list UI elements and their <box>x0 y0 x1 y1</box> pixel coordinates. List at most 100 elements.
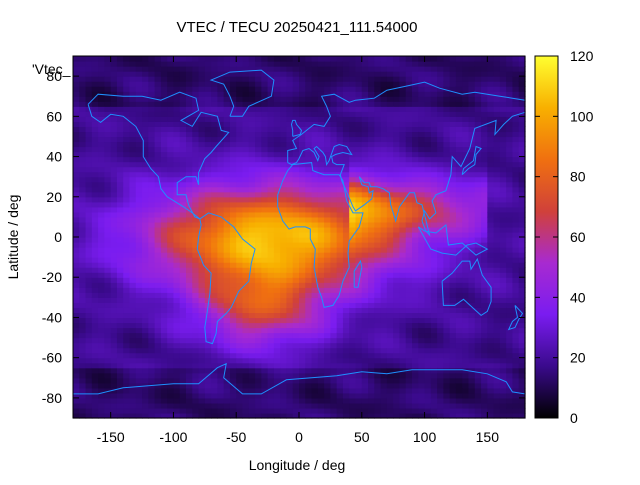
heatmap-cell <box>261 226 269 233</box>
heatmap-cell <box>142 146 149 153</box>
heatmap-cell <box>73 317 80 324</box>
heatmap-cell <box>135 81 143 87</box>
heatmap-cell <box>160 362 168 369</box>
heatmap-cell <box>123 292 131 298</box>
heatmap-cell <box>198 252 206 258</box>
heatmap-cell <box>79 322 87 329</box>
heatmap-cell <box>455 111 463 117</box>
heatmap-cell <box>135 287 143 293</box>
heatmap-cell <box>85 61 93 67</box>
heatmap-cell <box>317 322 325 329</box>
heatmap-cell <box>317 252 325 258</box>
heatmap-cell <box>280 402 288 409</box>
heatmap-cell <box>273 332 281 339</box>
heatmap-cell <box>255 252 262 258</box>
heatmap-cell <box>437 337 444 344</box>
heatmap-cell <box>361 181 369 188</box>
heatmap-cell <box>317 372 325 379</box>
heatmap-cell <box>280 292 288 298</box>
heatmap-cell <box>481 317 488 324</box>
heatmap-cell <box>380 277 388 283</box>
heatmap-cell <box>449 267 457 273</box>
heatmap-cell <box>123 252 131 258</box>
heatmap-cell <box>374 101 382 107</box>
heatmap-cell <box>167 181 175 188</box>
heatmap-cell <box>123 267 131 273</box>
heatmap-cell <box>299 382 306 389</box>
heatmap-cell <box>204 136 212 143</box>
heatmap-cell <box>412 247 419 253</box>
heatmap-cell <box>443 252 451 258</box>
heatmap-cell <box>380 96 388 102</box>
heatmap-cell <box>154 116 162 122</box>
heatmap-cell <box>223 201 231 208</box>
heatmap-cell <box>192 352 200 359</box>
heatmap-cell <box>211 312 218 319</box>
heatmap-cell <box>342 282 350 288</box>
heatmap-cell <box>91 362 99 369</box>
heatmap-cell <box>424 216 432 223</box>
heatmap-cell <box>299 111 306 117</box>
heatmap-cell <box>273 166 281 173</box>
heatmap-cell <box>342 387 350 394</box>
heatmap-cell <box>405 237 413 243</box>
heatmap-cell <box>374 382 382 389</box>
heatmap-cell <box>368 377 375 384</box>
heatmap-cell <box>430 337 438 344</box>
heatmap-cell <box>474 297 482 303</box>
heatmap-cell <box>481 292 488 298</box>
heatmap-cell <box>386 156 394 163</box>
heatmap-cell <box>468 161 476 168</box>
heatmap-cell <box>317 397 325 404</box>
heatmap-cell <box>443 357 451 364</box>
heatmap-cell <box>267 287 275 293</box>
heatmap-cell <box>198 116 206 122</box>
heatmap-cell <box>229 186 237 193</box>
heatmap-cell <box>261 247 269 253</box>
heatmap-cell <box>91 121 99 127</box>
heatmap-cell <box>79 287 87 293</box>
heatmap-cell <box>368 402 375 409</box>
heatmap-cell <box>261 362 269 369</box>
heatmap-cell <box>110 352 118 359</box>
heatmap-cell <box>91 191 99 198</box>
heatmap-cell <box>204 96 212 102</box>
heatmap-cell <box>449 111 457 117</box>
heatmap-cell <box>305 231 313 238</box>
heatmap-cell <box>324 362 331 369</box>
heatmap-cell <box>386 126 394 133</box>
heatmap-cell <box>123 327 131 334</box>
heatmap-cell <box>455 252 463 258</box>
heatmap-cell <box>110 181 118 188</box>
heatmap-cell <box>393 86 401 92</box>
heatmap-cell <box>349 201 357 208</box>
heatmap-cell <box>330 412 338 419</box>
heatmap-cell <box>336 272 344 278</box>
heatmap-cell <box>223 101 231 107</box>
heatmap-cell <box>462 151 470 158</box>
heatmap-cell <box>305 201 313 208</box>
heatmap-cell <box>160 317 168 324</box>
heatmap-cell <box>330 176 338 183</box>
heatmap-cell <box>116 76 124 82</box>
heatmap-cell <box>493 382 501 389</box>
heatmap-cell <box>443 297 451 303</box>
heatmap-cell <box>116 206 124 213</box>
heatmap-cell <box>424 211 432 218</box>
heatmap-cell <box>355 111 363 117</box>
heatmap-cell <box>424 352 432 359</box>
heatmap-cell <box>399 392 407 399</box>
heatmap-cell <box>255 267 262 273</box>
heatmap-cell <box>236 347 244 354</box>
heatmap-cell <box>273 116 281 122</box>
heatmap-cell <box>355 382 363 389</box>
heatmap-cell <box>217 267 225 273</box>
heatmap-cell <box>468 347 476 354</box>
heatmap-cell <box>380 101 388 107</box>
heatmap-cell <box>179 231 187 238</box>
heatmap-cell <box>292 257 300 263</box>
heatmap-cell <box>324 121 331 127</box>
heatmap-cell <box>135 226 143 233</box>
heatmap-cell <box>342 347 350 354</box>
heatmap-cell <box>242 277 250 283</box>
